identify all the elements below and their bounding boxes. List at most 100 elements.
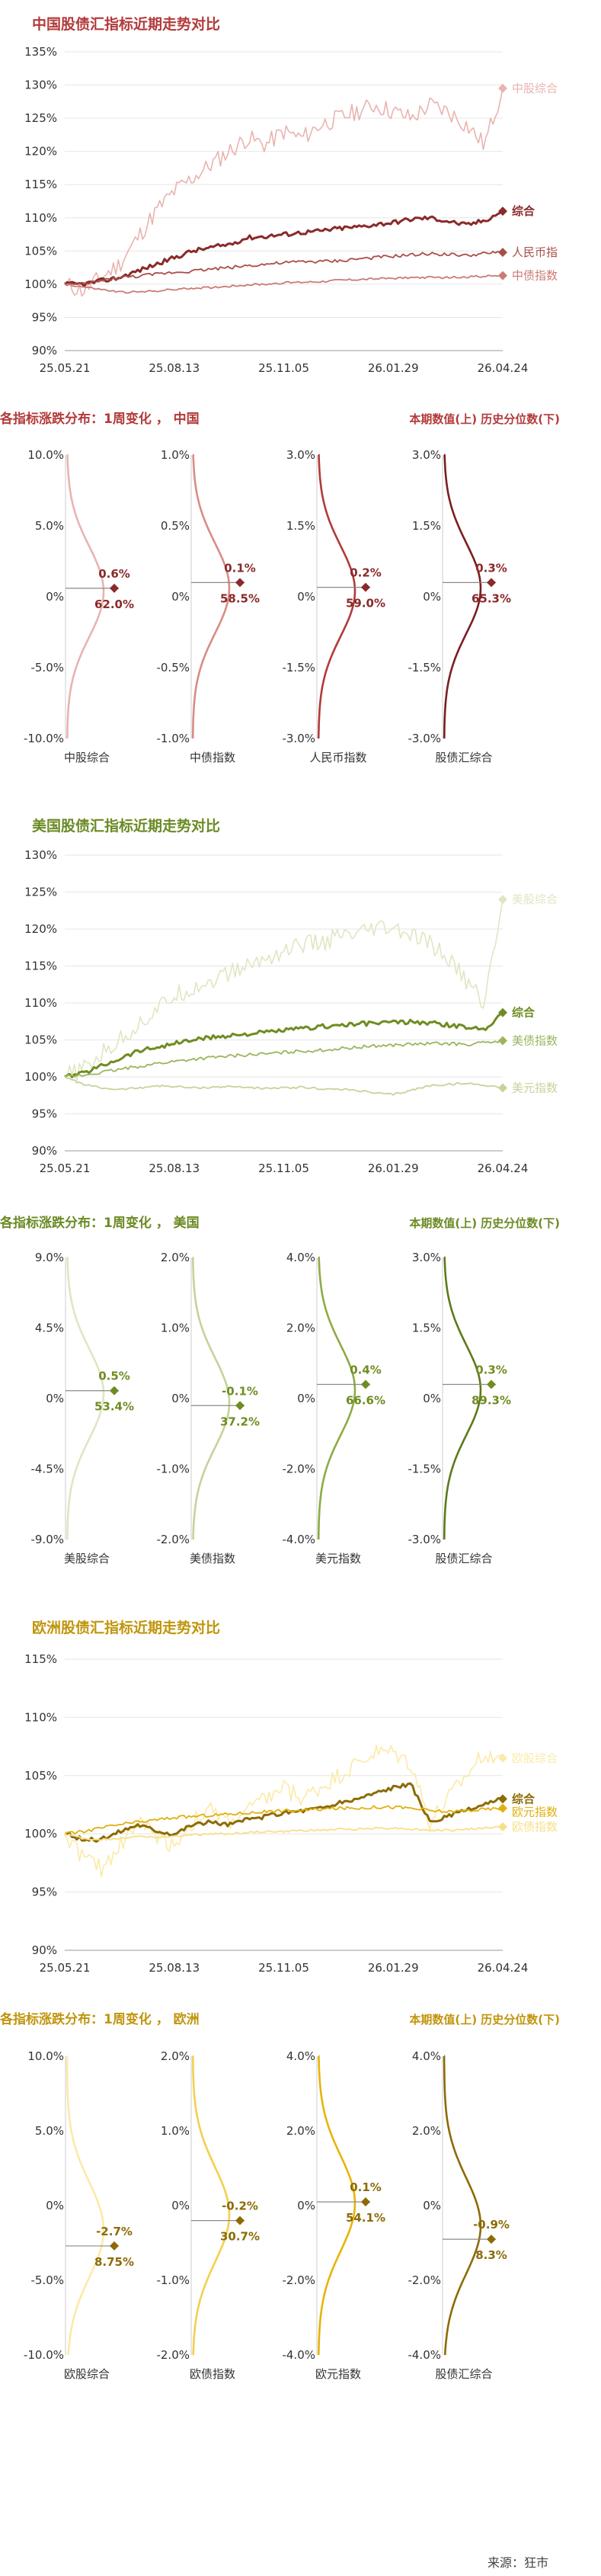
- dist-value-label: 0.1%: [350, 2180, 382, 2194]
- y-tick-label: 95%: [32, 1107, 57, 1121]
- dist-chart-title: 各指标涨跌分布：1周变化 ， 美国: [0, 1215, 200, 1231]
- dist-tick-label: -1.5%: [408, 1463, 441, 1476]
- dist-tick-label: 2.0%: [161, 1251, 190, 1264]
- dist-value-label: -0.1%: [222, 1384, 258, 1398]
- dist-percentile-label: 8.75%: [94, 2255, 134, 2269]
- dist-tick-label: -5.0%: [30, 661, 64, 674]
- series-line-3: [64, 1076, 503, 1096]
- dist-value-marker: [110, 583, 119, 593]
- dist-tick-label: -2.0%: [282, 1463, 315, 1476]
- dist-tick-label: -4.0%: [282, 2348, 315, 2362]
- dist-density-curve: [317, 1256, 356, 1540]
- dist-tick-label: 0%: [171, 590, 190, 604]
- dist-percentile-label: 53.4%: [94, 1400, 134, 1414]
- dist-tick-label: 0%: [297, 1392, 315, 1405]
- dist-panel-name: 人民币指数: [309, 751, 366, 764]
- dist-panel-1: 2.0% 1.0% 0% -1.0% -2.0% -0.1% 37.2% 美债指数: [156, 1251, 260, 1565]
- y-tick-label: 120%: [24, 922, 57, 936]
- x-tick-label: 26.04.24: [478, 361, 529, 375]
- dist-value-marker: [235, 578, 245, 588]
- dist-panel-name: 欧元指数: [315, 2367, 361, 2381]
- dist-value-marker: [235, 2216, 245, 2225]
- dist-panel-0: 10.0% 5.0% 0% -5.0% -10.0% 0.6% 62.0% 中股综合: [24, 448, 134, 764]
- series-end-label: 美元指数: [512, 1081, 558, 1095]
- dist-tick-label: -1.0%: [156, 732, 190, 745]
- x-tick-label: 26.04.24: [478, 1161, 529, 1175]
- y-tick-label: 105%: [24, 244, 57, 258]
- dist-value-label: 0.2%: [350, 566, 382, 580]
- series-end-marker: [498, 1083, 507, 1093]
- dist-tick-label: 0%: [46, 1392, 64, 1405]
- dist-value-marker: [361, 2197, 370, 2207]
- dist-value-label: 0.5%: [98, 1370, 130, 1383]
- series-end-marker: [498, 1753, 507, 1763]
- dist-tick-label: 2.0%: [161, 2049, 190, 2063]
- dist-density-curve: [318, 2055, 356, 2356]
- dist-value-marker: [361, 1379, 370, 1389]
- dist-tick-label: -2.0%: [282, 2273, 315, 2287]
- y-tick-label: 105%: [24, 1769, 57, 1783]
- series-end-label: 欧元指数: [512, 1805, 558, 1818]
- series-end-label: 欧股综合: [512, 1751, 558, 1765]
- series-end-label: 综合: [512, 204, 535, 218]
- us-section: 美国股债汇指标近期走势对比 90% 95% 100% 105% 110% 115% 120% 1…: [0, 817, 560, 1565]
- dist-value-label: -0.9%: [473, 2218, 510, 2232]
- line-chart-title: 中国股债汇指标近期走势对比: [32, 15, 220, 33]
- dist-panel-name: 股债汇综合: [435, 751, 492, 764]
- dist-tick-label: -10.0%: [24, 732, 64, 745]
- dist-tick-label: 0%: [423, 2199, 441, 2212]
- dist-tick-label: 1.0%: [161, 448, 190, 462]
- dist-tick-label: 0%: [297, 590, 315, 604]
- dist-tick-label: 1.0%: [161, 1322, 190, 1335]
- series-end-label: 中股综合: [512, 82, 558, 95]
- source-label: 来源：狂市: [488, 2555, 548, 2570]
- line-chart-title: 欧洲股债汇指标近期走势对比: [32, 1619, 220, 1636]
- dist-tick-label: -5.0%: [30, 2273, 64, 2287]
- dist-tick-label: -3.0%: [282, 732, 315, 745]
- dist-value-marker: [487, 1379, 496, 1389]
- x-tick-label: 25.05.21: [40, 361, 91, 375]
- x-tick-label: 26.04.24: [478, 1961, 529, 1975]
- dist-tick-label: -10.0%: [24, 2348, 64, 2362]
- dist-value-label: 0.1%: [224, 561, 256, 575]
- dist-tick-label: 4.0%: [286, 2049, 315, 2063]
- series-end-marker: [498, 1008, 507, 1017]
- x-tick-label: 25.05.21: [40, 1961, 91, 1975]
- eu-section: 欧洲股债汇指标近期走势对比 90% 95% 100% 105% 110% 115% 25.05…: [0, 1619, 560, 2381]
- series-end-label: 美债指数: [512, 1033, 558, 1047]
- series-line-3: [64, 1825, 503, 1841]
- series-line-2: [64, 1039, 503, 1078]
- y-tick-label: 110%: [24, 996, 57, 1010]
- dist-value-marker: [110, 1386, 119, 1395]
- dist-panel-1: 1.0% 0.5% 0% -0.5% -1.0% 0.1% 58.5% 中债指数: [156, 448, 260, 764]
- line-chart-title: 美国股债汇指标近期走势对比: [32, 817, 220, 835]
- dist-density-curve: [66, 2055, 105, 2356]
- series-line-0: [64, 1745, 503, 1878]
- series-end-marker: [498, 207, 507, 216]
- y-tick-label: 105%: [24, 1033, 57, 1047]
- dist-tick-label: 2.0%: [286, 2124, 315, 2138]
- dist-tick-label: -2.0%: [156, 2348, 190, 2362]
- series-end-label: 美股综合: [512, 892, 558, 906]
- dist-tick-label: 0%: [423, 1392, 441, 1405]
- series-end-marker: [498, 271, 507, 280]
- dist-tick-label: -1.5%: [282, 661, 315, 674]
- dist-density-curve: [443, 2055, 482, 2356]
- dist-tick-label: -1.0%: [156, 2273, 190, 2287]
- dist-tick-label: 5.0%: [35, 519, 64, 533]
- dist-panel-3: 4.0% 2.0% 0% -2.0% -4.0% -0.9% 8.3% 股债汇综合: [408, 2049, 509, 2381]
- y-tick-label: 115%: [24, 178, 57, 191]
- y-tick-label: 115%: [24, 960, 57, 973]
- dist-tick-label: 0.5%: [161, 519, 190, 533]
- dist-percentile-label: 54.1%: [346, 2211, 385, 2225]
- dist-tick-label: 2.0%: [286, 1322, 315, 1335]
- series-end-label: 中债指数: [512, 269, 558, 283]
- y-tick-label: 110%: [24, 1710, 57, 1724]
- dist-tick-label: -9.0%: [30, 1533, 64, 1546]
- dist-tick-label: 0%: [171, 1392, 190, 1405]
- dist-tick-label: -0.5%: [156, 661, 190, 674]
- series-end-marker: [498, 83, 507, 93]
- dist-tick-label: 1.5%: [412, 1322, 441, 1335]
